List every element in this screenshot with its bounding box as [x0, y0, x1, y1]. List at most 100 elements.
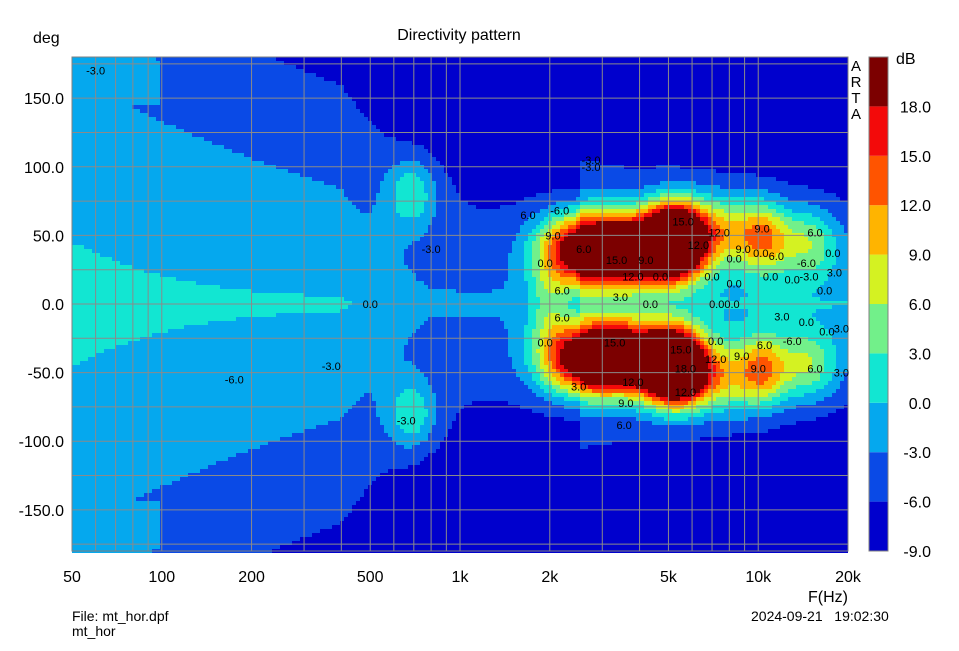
heatmap-cell [92, 185, 96, 189]
heatmap-cell [88, 113, 92, 117]
heatmap-cell [72, 265, 76, 269]
heatmap-cell [96, 173, 100, 177]
heatmap-cell [180, 393, 184, 397]
heatmap-cell [140, 113, 144, 117]
heatmap-cell [156, 189, 160, 193]
heatmap-cell [84, 493, 88, 497]
heatmap-cell [88, 137, 92, 141]
heatmap-cell [120, 437, 124, 441]
heatmap-cell [112, 309, 116, 313]
heatmap-cell [168, 313, 172, 317]
heatmap-cell [80, 85, 84, 89]
heatmap-cell [224, 529, 228, 533]
heatmap-cell [164, 341, 168, 345]
heatmap-cell [100, 141, 104, 145]
heatmap-cell [76, 333, 80, 337]
heatmap-cell [84, 485, 88, 489]
heatmap-cell [220, 453, 224, 457]
heatmap-cell [128, 301, 132, 305]
heatmap-cell [196, 269, 200, 273]
heatmap-cell [224, 449, 228, 453]
heatmap-cell [112, 529, 116, 533]
heatmap-cell [148, 97, 152, 101]
heatmap-cell [140, 341, 144, 345]
heatmap-cell [164, 285, 168, 289]
heatmap-cell [104, 425, 108, 429]
heatmap-cell [96, 249, 100, 253]
heatmap-cell [152, 357, 156, 361]
heatmap-cell [192, 473, 196, 477]
heatmap-cell [196, 237, 200, 241]
heatmap-cell [148, 237, 152, 241]
heatmap-cell [80, 189, 84, 193]
heatmap-cell [224, 57, 228, 61]
heatmap-cell [164, 69, 168, 73]
heatmap-cell [120, 301, 124, 305]
heatmap-cell [196, 61, 200, 65]
heatmap-cell [156, 461, 160, 465]
heatmap-cell [176, 517, 180, 521]
heatmap-cell [172, 509, 176, 513]
heatmap-cell [156, 537, 160, 541]
heatmap-cell [136, 173, 140, 177]
heatmap-cell [128, 545, 132, 549]
heatmap-cell [144, 485, 148, 489]
heatmap-cell [116, 109, 120, 113]
heatmap-cell [96, 265, 100, 269]
heatmap-cell [76, 389, 80, 393]
heatmap-cell [80, 437, 84, 441]
heatmap-cell [208, 397, 212, 401]
heatmap-cell [180, 297, 184, 301]
heatmap-cell [72, 209, 76, 213]
heatmap-cell [152, 509, 156, 513]
heatmap-cell [120, 497, 124, 501]
heatmap-cell [140, 69, 144, 73]
heatmap-cell [172, 173, 176, 177]
heatmap-cell [200, 401, 204, 405]
heatmap-cell [128, 409, 132, 413]
heatmap-cell [216, 309, 220, 313]
heatmap-cell [180, 373, 184, 377]
heatmap-cell [112, 433, 116, 437]
heatmap-cell [72, 117, 76, 121]
heatmap-cell [148, 213, 152, 217]
heatmap-cell [228, 197, 232, 201]
heatmap-cell [72, 413, 76, 417]
heatmap-cell [196, 133, 200, 137]
heatmap-cell [144, 157, 148, 161]
heatmap-cell [144, 201, 148, 205]
heatmap-cell [112, 373, 116, 377]
heatmap-cell [220, 217, 224, 221]
heatmap-cell [140, 397, 144, 401]
heatmap-cell [228, 361, 232, 365]
heatmap-cell [140, 101, 144, 105]
heatmap-cell [96, 105, 100, 109]
heatmap-cell [168, 461, 172, 465]
heatmap-cell [152, 505, 156, 509]
heatmap-cell [136, 217, 140, 221]
heatmap-cell [132, 473, 136, 477]
heatmap-cell [196, 197, 200, 201]
heatmap-cell [216, 221, 220, 225]
heatmap-cell [216, 57, 220, 61]
heatmap-cell [132, 277, 136, 281]
heatmap-cell [208, 133, 212, 137]
heatmap-cell [88, 285, 92, 289]
heatmap-cell [140, 81, 144, 85]
heatmap-cell [172, 521, 176, 525]
heatmap-cell [196, 173, 200, 177]
heatmap-cell [168, 489, 172, 493]
heatmap-cell [176, 345, 180, 349]
heatmap-cell [136, 145, 140, 149]
heatmap-cell [228, 145, 232, 149]
heatmap-cell [176, 69, 180, 73]
heatmap-cell [180, 441, 184, 445]
heatmap-cell [156, 257, 160, 261]
heatmap-cell [232, 89, 236, 93]
heatmap-cell [200, 81, 204, 85]
heatmap-cell [92, 397, 96, 401]
heatmap-cell [224, 373, 228, 377]
heatmap-cell [96, 485, 100, 489]
heatmap-cell [220, 197, 224, 201]
heatmap-cell [200, 473, 204, 477]
